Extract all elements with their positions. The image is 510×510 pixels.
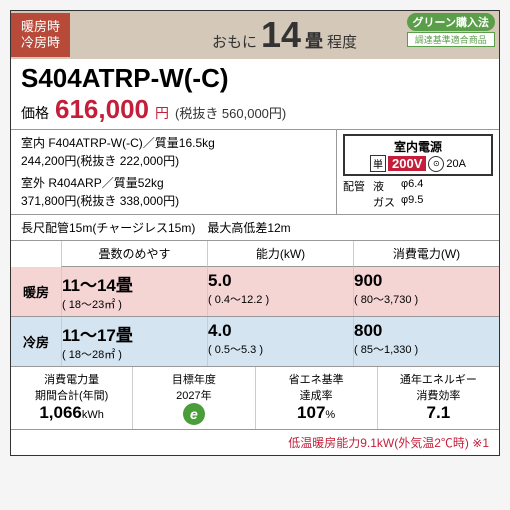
- pipe-row-2: ガス φ9.5: [343, 194, 493, 210]
- badge-bottom: 調達基準適合商品: [407, 32, 495, 47]
- col-capacity: 能力(kW): [207, 241, 353, 267]
- plug-icon: ⊙: [428, 156, 444, 172]
- cool-tatami: 11～17畳( 18～28㎡ ): [61, 317, 207, 366]
- mode-cool: 冷房時: [21, 35, 60, 51]
- price-tax: (税抜き 560,000円): [175, 103, 286, 122]
- mode-heat: 暖房時: [21, 19, 60, 35]
- cool-pow: 800( 85～1,330 ): [353, 317, 499, 366]
- badge-top: グリーン購入法: [407, 13, 495, 31]
- pipe-row-1: 配管 液 φ6.4: [343, 178, 493, 194]
- power-title: 室内電源: [347, 138, 489, 155]
- gas-label: ガス: [373, 194, 401, 210]
- power-row: 単 200V ⊙ 20A: [347, 155, 489, 172]
- indoor-l2: 244,200円(税抜き 222,000円): [21, 152, 326, 170]
- teido: 程度: [327, 31, 357, 52]
- col-power: 消費電力(W): [353, 241, 499, 267]
- mode-box: 暖房時 冷房時: [11, 13, 70, 56]
- green-badge: グリーン購入法 調達基準適合商品: [407, 13, 495, 47]
- outdoor-l1: 室外 R404ARP／質量52kg: [21, 174, 326, 192]
- units-section: 室内 F404ATRP-W(-C)／質量16.5kg 244,200円(税抜き …: [11, 130, 499, 215]
- cool-cap: 4.0( 0.5～5.3 ): [207, 317, 353, 366]
- cooling-label: 冷房: [11, 317, 61, 366]
- heating-row: 暖房 11～14畳( 18～23㎡ ) 5.0( 0.4～12.2 ) 900(…: [11, 267, 499, 317]
- col-tatami: 畳数のめやす: [61, 241, 207, 267]
- pipe-label: 配管: [343, 178, 373, 194]
- heat-cap: 5.0( 0.4～12.2 ): [207, 267, 353, 316]
- cooling-row: 冷房 11～17畳( 18～28㎡ ) 4.0( 0.5～5.3 ) 800( …: [11, 317, 499, 367]
- voltage: 200V: [388, 156, 426, 171]
- tatami-num: 14: [261, 14, 301, 56]
- units-left: 室内 F404ATRP-W(-C)／質量16.5kg 244,200円(税抜き …: [11, 130, 336, 214]
- price-row: 価格 616,000 円 (税抜き 560,000円): [11, 94, 499, 130]
- annual-power: 消費電力量 期間合計(年間) 1,066kWh: [11, 367, 132, 429]
- heat-tatami: 11～14畳( 18～23㎡ ): [61, 267, 207, 316]
- spec-header: 畳数のめやす 能力(kW) 消費電力(W): [11, 241, 499, 267]
- indoor-l1: 室内 F404ATRP-W(-C)／質量16.5kg: [21, 134, 326, 152]
- footer-note: 低温暖房能力9.1kW(外気温2℃時) ※1: [11, 430, 499, 455]
- gas-value: φ9.5: [401, 194, 423, 210]
- price-value: 616,000: [55, 94, 149, 125]
- eco-icon: e: [183, 403, 205, 425]
- omoni: おもに: [212, 31, 257, 52]
- heating-label: 暖房: [11, 267, 61, 316]
- price-label: 価格: [21, 103, 49, 123]
- amperage: 20A: [446, 158, 466, 170]
- spec-card: 暖房時 冷房時 おもに 14 畳 程度 グリーン購入法 調達基準適合商品 S40…: [10, 10, 500, 456]
- price-yen: 円: [155, 103, 169, 123]
- phase: 単: [370, 155, 386, 172]
- liquid-label: 液: [373, 178, 401, 194]
- model-number: S404ATRP-W(-C): [11, 59, 499, 94]
- outdoor-l2: 371,800円(税抜き 338,000円): [21, 192, 326, 210]
- apf: 通年エネルギー 消費効率 7.1: [377, 367, 499, 429]
- heat-pow: 900( 80～3,730 ): [353, 267, 499, 316]
- target-year: 目標年度 2027年 e: [132, 367, 254, 429]
- header: 暖房時 冷房時 おもに 14 畳 程度 グリーン購入法 調達基準適合商品: [11, 11, 499, 59]
- units-right: 室内電源 単 200V ⊙ 20A 配管 液 φ6.4 ガス φ9.5: [336, 130, 499, 214]
- energy-rate: 省エネ基準 達成率 107%: [255, 367, 377, 429]
- liquid-value: φ6.4: [401, 178, 423, 194]
- bottom-row: 消費電力量 期間合計(年間) 1,066kWh 目標年度 2027年 e 省エネ…: [11, 367, 499, 430]
- power-box: 室内電源 単 200V ⊙ 20A: [343, 134, 493, 176]
- tatami-unit: 畳: [305, 27, 323, 53]
- piping-info: 長尺配管15m(チャージレス15m) 最大高低差12m: [11, 215, 499, 241]
